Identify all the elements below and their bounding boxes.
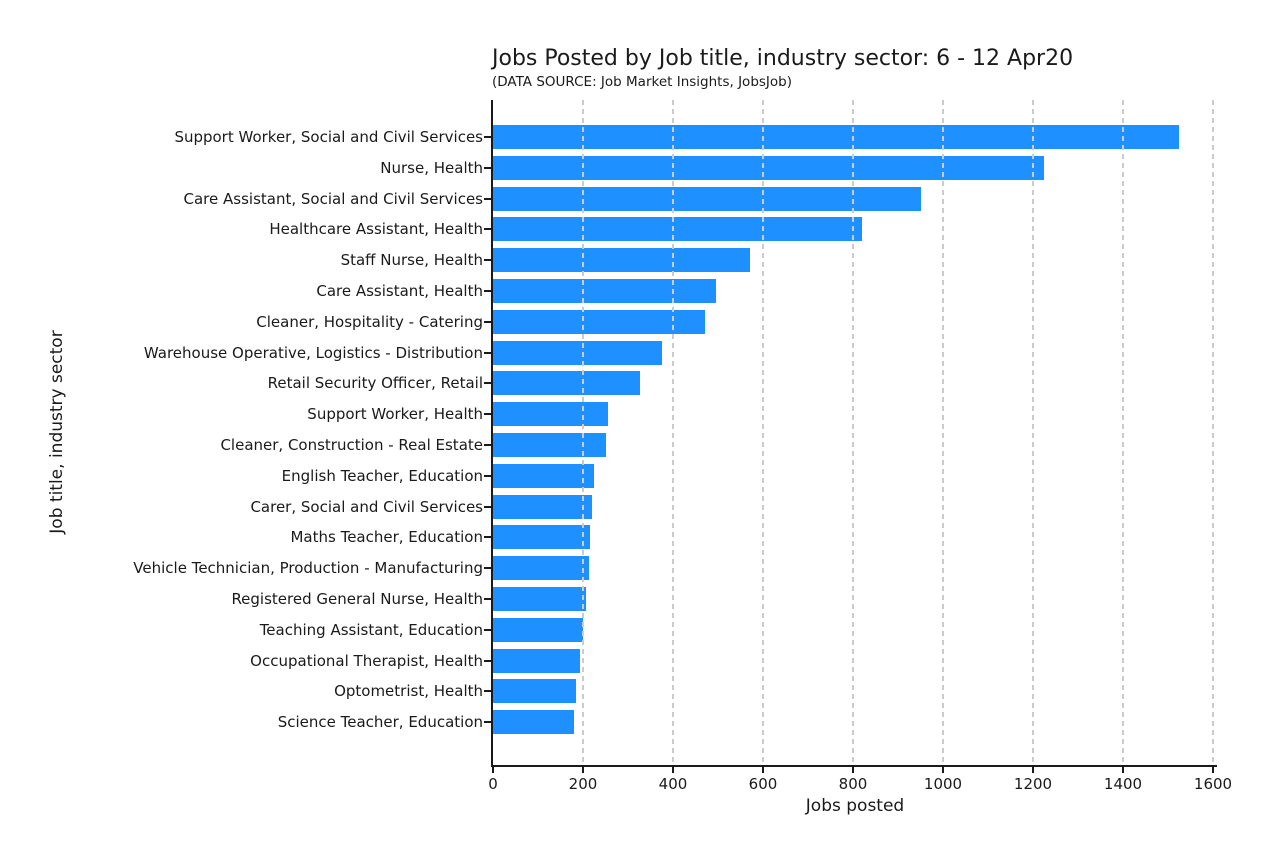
y-tick-label: Nurse, Health: [380, 158, 483, 177]
bar: [493, 155, 1045, 180]
bar: [493, 217, 862, 242]
bar: [493, 340, 662, 365]
y-tick-mark: [484, 166, 491, 169]
y-tick-mark: [484, 197, 491, 200]
gridline-x1200: [1032, 100, 1034, 765]
y-tick-label: Carer, Social and Civil Services: [250, 497, 483, 516]
bar: [493, 402, 608, 427]
y-tick-mark: [484, 659, 491, 662]
bar: [493, 309, 705, 334]
y-tick-mark: [484, 136, 491, 138]
y-tick-label: Registered General Nurse, Health: [231, 590, 483, 608]
y-tick-label: Optometrist, Health: [334, 682, 483, 701]
x-tick-mark: [1032, 767, 1034, 773]
bar: [493, 463, 595, 488]
x-tick-label: 400: [658, 775, 688, 793]
y-tick-mark: [484, 320, 491, 323]
x-tick-label: 200: [568, 775, 598, 793]
bar: [493, 494, 593, 519]
bar: [493, 125, 1180, 149]
y-tick-mark: [484, 536, 491, 539]
x-tick-mark: [1122, 767, 1124, 773]
y-tick-label: Healthcare Assistant, Health: [269, 220, 483, 239]
y-tick-mark: [484, 690, 491, 693]
y-tick-mark: [484, 505, 491, 508]
x-tick-mark: [1212, 767, 1214, 773]
x-tick-label: 600: [748, 775, 778, 793]
y-tick-mark: [484, 382, 491, 385]
bar: [493, 587, 586, 611]
y-tick-mark: [484, 444, 491, 446]
y-tick-mark: [484, 259, 491, 262]
y-tick-label: Cleaner, Hospitality - Catering: [256, 312, 483, 331]
x-tick-label: 1000: [923, 775, 963, 793]
chart-title: Jobs Posted by Job title, industry secto…: [492, 46, 1074, 71]
x-tick-label: 1200: [1013, 775, 1053, 793]
gridline-x1600: [1212, 100, 1214, 765]
x-tick-label: 1400: [1103, 775, 1143, 793]
y-tick-label: English Teacher, Education: [281, 466, 483, 485]
y-tick-label: Cleaner, Construction - Real Estate: [220, 436, 483, 454]
x-tick-label: 800: [838, 775, 868, 793]
y-tick-mark: [484, 474, 491, 477]
y-tick-mark: [484, 228, 491, 231]
x-tick-mark: [942, 767, 944, 773]
bar: [493, 371, 641, 396]
y-tick-label: Care Assistant, Health: [316, 282, 483, 300]
bar: [493, 679, 576, 704]
y-tick-label: Occupational Therapist, Health: [250, 651, 483, 670]
plot-area: Jobs posted 0 200 400 600 800 1000 1200 1400 160…: [133, 100, 1232, 816]
y-tick-mark: [484, 351, 491, 354]
bar: [493, 248, 750, 273]
gridline-x1400: [1122, 100, 1124, 765]
x-tick-mark: [492, 767, 494, 773]
y-tick-label: Support Worker, Health: [307, 405, 483, 424]
y-tick-mark: [484, 290, 491, 292]
x-tick-label: 1600: [1193, 775, 1233, 793]
y-tick-label: Teaching Assistant, Education: [259, 620, 483, 639]
gridline-x600: [762, 100, 764, 765]
y-tick-label: Warehouse Operative, Logistics - Distrib…: [143, 343, 483, 362]
x-tick-mark: [672, 767, 674, 773]
x-tick-label: 0: [488, 775, 498, 793]
y-tick-mark: [484, 567, 491, 570]
bar: [493, 710, 574, 735]
y-tick-label: Vehicle Technician, Production - Manufac…: [133, 559, 483, 578]
x-tick-mark: [762, 767, 764, 773]
y-tick-label: Support Worker, Social and Civil Service…: [174, 128, 483, 146]
y-tick-label: Maths Teacher, Education: [290, 528, 483, 547]
y-tick-mark: [484, 721, 491, 724]
bar: [493, 186, 921, 211]
x-axis-label: Jobs posted: [805, 796, 905, 816]
gridline-x800: [852, 100, 854, 765]
y-tick-label: Staff Nurse, Health: [340, 251, 483, 270]
y-tick-label: Retail Security Officer, Retail: [267, 374, 483, 393]
gridline-x1000: [942, 100, 944, 765]
gridline-x400: [672, 100, 674, 765]
chart-subtitle: (DATA SOURCE: Job Market Insights, JobsJ…: [492, 74, 792, 90]
bar: [493, 648, 580, 673]
y-tick-label: Science Teacher, Education: [277, 713, 483, 732]
y-tick-mark: [484, 598, 491, 600]
bar: [493, 525, 590, 550]
bar: [493, 433, 606, 457]
x-tick-mark: [582, 767, 584, 773]
bar: [493, 617, 584, 642]
bar: [493, 279, 716, 303]
bar: [493, 556, 589, 581]
x-tick-mark: [852, 767, 854, 773]
gridline-x200: [582, 100, 584, 765]
y-tick-mark: [484, 413, 491, 416]
y-tick-mark: [484, 628, 491, 631]
y-tick-label: Care Assistant, Social and Civil Service…: [183, 189, 483, 208]
